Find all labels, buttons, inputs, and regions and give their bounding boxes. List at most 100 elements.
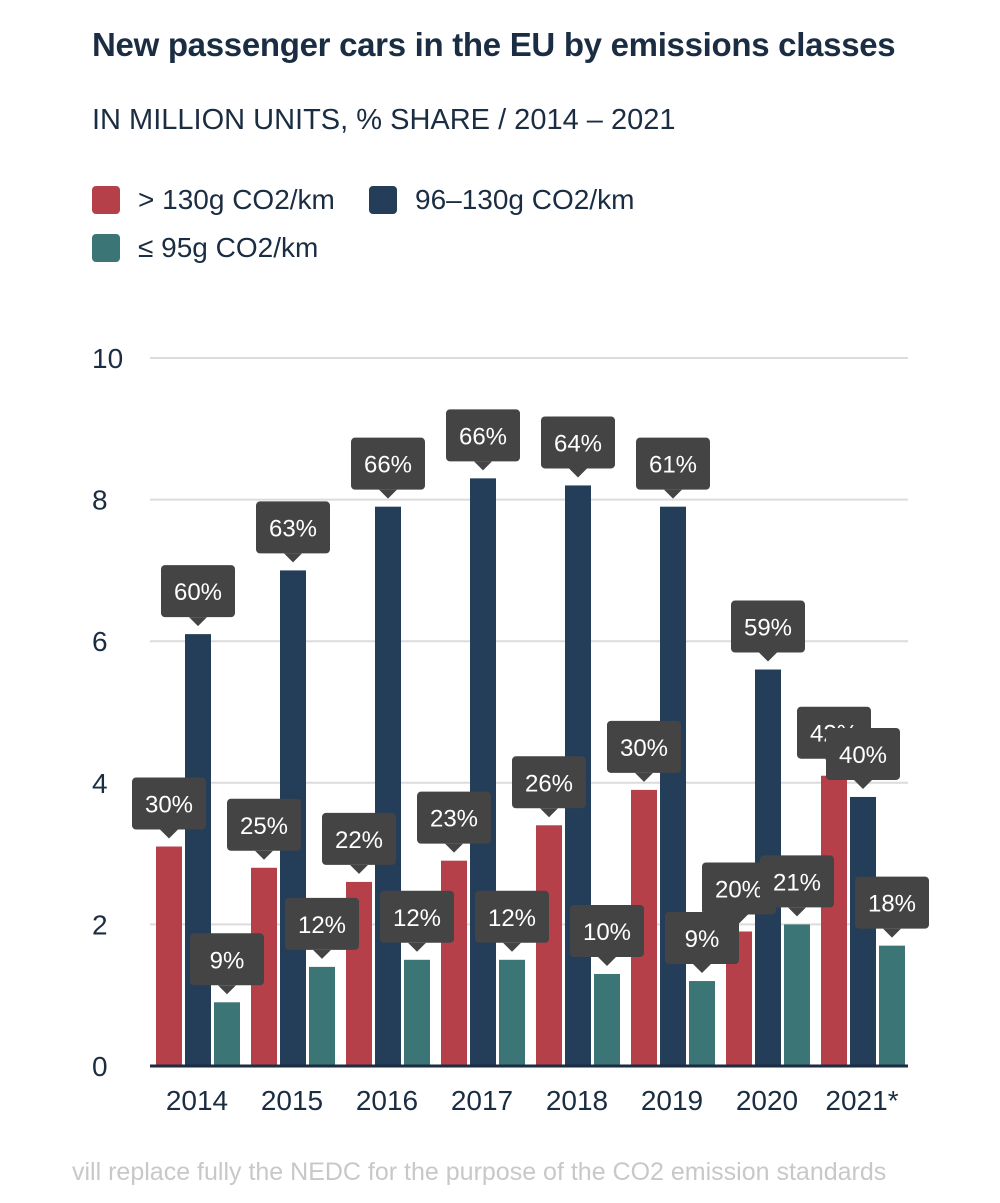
data-label: 12% <box>298 912 346 939</box>
data-label: 63% <box>269 515 317 542</box>
data-label: 20% <box>715 876 763 903</box>
data-label-bubble <box>446 409 520 462</box>
x-tick-label: 2019 <box>641 1085 703 1116</box>
legend-item-mid-emissions: 96–130g CO2/km <box>369 184 634 216</box>
data-label: 26% <box>525 770 573 797</box>
data-label-bubble <box>855 876 929 929</box>
bar <box>156 846 182 1066</box>
x-tick-label: 2021* <box>825 1085 898 1116</box>
data-label-pointer <box>160 829 178 839</box>
data-label-bubble <box>607 720 681 773</box>
data-label-pointer <box>664 489 682 499</box>
bar <box>660 506 686 1066</box>
bar <box>594 973 620 1066</box>
bar <box>689 981 715 1066</box>
data-label-bubble <box>475 890 549 943</box>
x-tick-label: 2016 <box>356 1085 418 1116</box>
x-tick-label: 2020 <box>736 1085 798 1116</box>
bar <box>375 506 401 1066</box>
data-label: 66% <box>459 423 507 450</box>
data-label-pointer <box>313 949 331 959</box>
data-label: 21% <box>773 869 821 896</box>
data-label: 18% <box>868 891 916 918</box>
bar <box>309 966 335 1066</box>
bar <box>821 775 847 1066</box>
y-tick-label: 6 <box>92 626 108 657</box>
data-label-pointer <box>350 864 368 874</box>
data-label: 30% <box>145 792 193 819</box>
data-label: 9% <box>210 947 245 974</box>
data-label-bubble <box>380 890 454 943</box>
data-label: 12% <box>488 905 536 932</box>
bar <box>499 959 525 1066</box>
data-label-bubble <box>636 437 710 490</box>
chart-title: New passenger cars in the EU by emission… <box>92 26 896 63</box>
data-label: 9% <box>685 926 720 953</box>
legend-swatch-low-emissions <box>92 234 120 262</box>
legend-label-low-emissions: ≤ 95g CO2/km <box>138 232 319 263</box>
bar <box>879 945 905 1066</box>
data-label-bubble <box>826 727 900 780</box>
bar <box>404 959 430 1066</box>
data-label-bubble <box>760 855 834 908</box>
data-label-bubble <box>351 437 425 490</box>
y-tick-label: 10 <box>92 343 123 374</box>
data-label-bubble <box>512 756 586 809</box>
x-tick-label: 2014 <box>166 1085 228 1116</box>
y-tick-label: 0 <box>92 1051 108 1082</box>
data-label-bubble <box>417 791 491 844</box>
data-label-pointer <box>788 907 806 917</box>
data-label-bubble <box>227 798 301 851</box>
data-label-pointer <box>635 772 653 782</box>
data-label-bubble <box>256 501 330 554</box>
bar <box>470 478 496 1066</box>
data-label-bubble <box>190 933 264 986</box>
legend-swatch-high-emissions <box>92 186 120 214</box>
data-label: 25% <box>240 813 288 840</box>
data-label-bubble <box>665 912 739 965</box>
legend-item-low-emissions: ≤ 95g CO2/km <box>92 232 318 264</box>
bar <box>784 924 810 1066</box>
data-label-pointer <box>854 779 872 789</box>
data-label-pointer <box>883 928 901 938</box>
data-label-pointer <box>693 964 711 974</box>
chart-subtitle: IN MILLION UNITS, % SHARE / 2014 – 2021 <box>92 104 676 136</box>
data-label-pointer <box>445 843 463 853</box>
data-label: 10% <box>583 919 631 946</box>
data-label-pointer <box>540 808 558 818</box>
data-label: 22% <box>335 827 383 854</box>
data-label-pointer <box>730 914 748 924</box>
data-label: 30% <box>620 735 668 762</box>
data-label: 66% <box>364 452 412 479</box>
legend-label-high-emissions: > 130g CO2/km <box>138 184 335 215</box>
data-label-pointer <box>569 468 587 478</box>
x-tick-label: 2017 <box>451 1085 513 1116</box>
bar <box>850 796 876 1066</box>
data-label-bubble <box>570 904 644 957</box>
data-label-bubble <box>702 862 776 915</box>
x-tick-label: 2015 <box>261 1085 323 1116</box>
data-label-bubble <box>161 565 235 618</box>
data-label-pointer <box>408 942 426 952</box>
data-label-pointer <box>189 617 207 627</box>
data-label-bubble <box>285 897 359 950</box>
data-label-pointer <box>474 461 492 471</box>
data-label-bubble <box>731 600 805 653</box>
x-tick-label: 2018 <box>546 1085 608 1116</box>
y-tick-label: 4 <box>92 768 108 799</box>
data-label-bubble <box>541 416 615 469</box>
bar-chart: 0 2 4 6 8 10 2014 2015 2016 2017 2018 2019 2020 2021*… <box>92 343 929 1116</box>
y-tick-label: 2 <box>92 909 108 940</box>
legend-item-high-emissions: > 130g CO2/km <box>92 184 335 216</box>
data-label-pointer <box>218 985 236 995</box>
data-label: 12% <box>393 905 441 932</box>
data-label-pointer <box>759 652 777 662</box>
data-label: 60% <box>174 579 222 606</box>
data-label-pointer <box>503 942 521 952</box>
data-label: 64% <box>554 430 602 457</box>
data-label-bubble <box>132 777 206 830</box>
data-label: 23% <box>430 806 478 833</box>
bar <box>185 634 211 1066</box>
bar <box>214 1002 240 1066</box>
legend-swatch-mid-emissions <box>369 186 397 214</box>
